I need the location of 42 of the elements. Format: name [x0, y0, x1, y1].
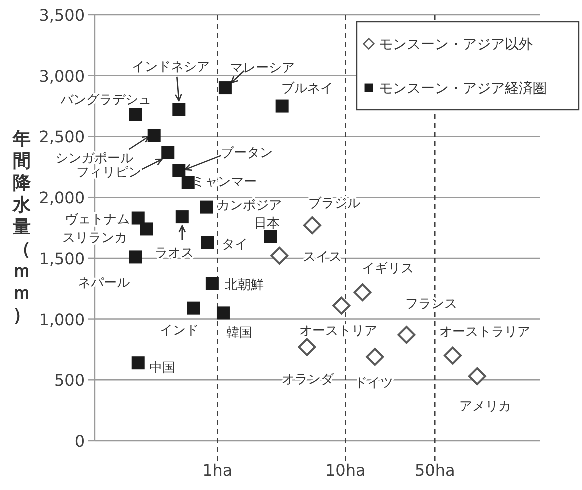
annotation: フランス [406, 297, 458, 312]
annotation: インド [160, 323, 200, 338]
annotation: ブルネイ [281, 81, 334, 96]
y-tick-label: 1,000 [39, 310, 85, 330]
annotation: タイ [222, 238, 248, 253]
x-tick-label: 10ha [326, 461, 366, 480]
annotation: アメリカ [459, 399, 512, 414]
x-tick-label: 50ha [414, 461, 456, 480]
annotation: オランダ [282, 372, 336, 388]
annotation: フィリピン [76, 166, 142, 181]
text: 年間降水量（ｍｍ） [13, 129, 31, 326]
annotation: バングラデシュ [59, 92, 152, 108]
y-tick-label: 1,500 [39, 249, 85, 268]
annotation: ミャンマー [192, 174, 257, 190]
legend-label: モンスーン・アジア以外 [379, 37, 533, 53]
annotation: スイス [303, 250, 342, 265]
annotation: ドイツ [354, 376, 394, 392]
y-tick-label: 3,000 [39, 66, 85, 86]
annotation: オーストリア [300, 324, 378, 339]
y-tick-label: 3,500 [39, 6, 85, 25]
y-tick-label: 500 [54, 371, 85, 390]
annotation: 北朝鮮 [224, 278, 264, 293]
y-tick-label: 2,000 [39, 188, 85, 208]
y-tick-label: 0 [74, 432, 85, 451]
annotation: ラオス [154, 246, 194, 262]
annotation: ブラジル [308, 196, 360, 212]
annotation: シンガポール [55, 151, 134, 166]
annotation: イギリス [362, 262, 414, 277]
annotation: インドネシア [132, 60, 210, 75]
annotation: ネパール [78, 276, 130, 292]
annotation: 韓国 [226, 326, 252, 342]
annotation: ブータン [221, 146, 274, 161]
x-tick-label: 1ha [202, 461, 233, 480]
legend-label: モンスーン・アジア経済圏 [379, 81, 547, 97]
annotation: ヴェトナム [64, 212, 130, 228]
annotation: オーストラリア [440, 324, 531, 340]
y-tick-label: 2,500 [39, 128, 85, 147]
annotation: スリランカ [62, 231, 128, 246]
annotation: カンボジア [217, 198, 282, 214]
annotation: 日本 [254, 216, 280, 232]
annotation: マレーシア [230, 61, 295, 76]
annotation: 中国 [149, 361, 176, 376]
